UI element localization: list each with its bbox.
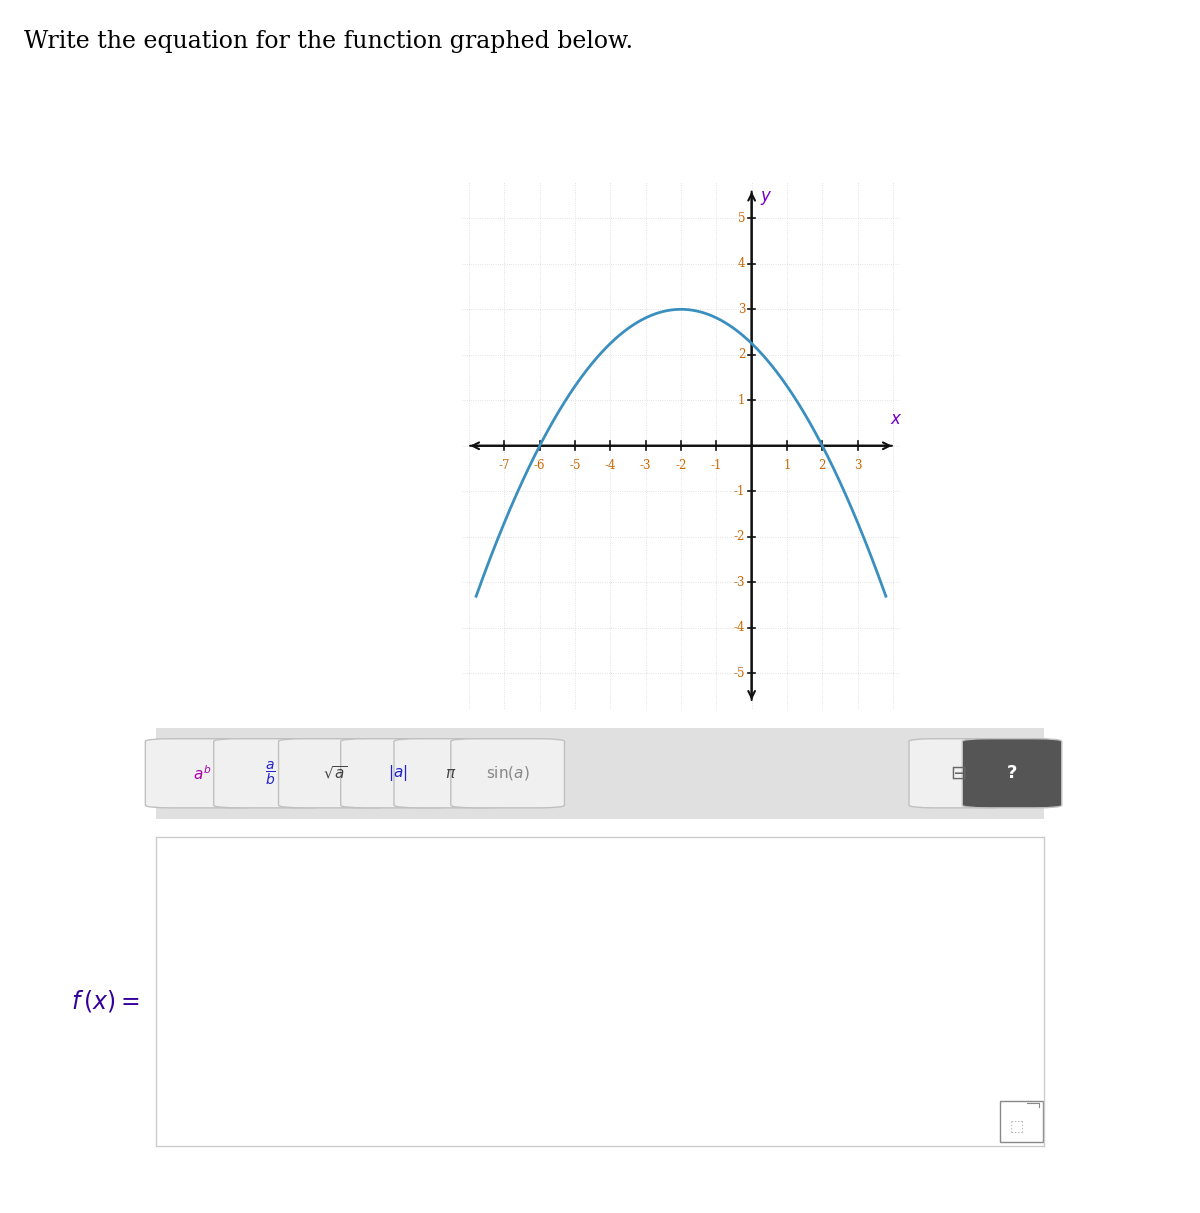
- Text: $y$: $y$: [761, 189, 773, 206]
- Text: $|a|$: $|a|$: [388, 763, 407, 784]
- Text: Write the equation for the function graphed below.: Write the equation for the function grap…: [24, 30, 634, 53]
- Text: $\sqrt{a}$: $\sqrt{a}$: [323, 765, 348, 781]
- Text: ⊟: ⊟: [950, 764, 967, 782]
- Text: 1: 1: [738, 394, 745, 406]
- Text: 5: 5: [738, 212, 745, 224]
- Text: ?: ?: [1007, 764, 1018, 782]
- Text: $x$: $x$: [890, 411, 902, 428]
- Text: -1: -1: [710, 459, 722, 472]
- Text: ⬚: ⬚: [1010, 1118, 1025, 1134]
- Text: 1: 1: [784, 459, 791, 472]
- FancyBboxPatch shape: [214, 739, 328, 808]
- Text: -7: -7: [499, 459, 510, 472]
- Text: -3: -3: [640, 459, 652, 472]
- FancyBboxPatch shape: [451, 739, 564, 808]
- Text: $f\,(x) =$: $f\,(x) =$: [71, 987, 140, 1014]
- Text: -5: -5: [569, 459, 581, 472]
- Text: -3: -3: [733, 576, 745, 588]
- Text: -4: -4: [605, 459, 616, 472]
- Text: -1: -1: [734, 485, 745, 497]
- FancyBboxPatch shape: [341, 739, 455, 808]
- Text: -2: -2: [734, 530, 745, 543]
- Text: -5: -5: [733, 667, 745, 679]
- FancyBboxPatch shape: [394, 739, 508, 808]
- Text: $a^{b}$: $a^{b}$: [193, 764, 211, 782]
- Text: 3: 3: [738, 303, 745, 315]
- FancyBboxPatch shape: [145, 739, 259, 808]
- Text: 2: 2: [818, 459, 826, 472]
- Text: -2: -2: [676, 459, 686, 472]
- Text: -6: -6: [534, 459, 546, 472]
- FancyBboxPatch shape: [962, 739, 1062, 808]
- Text: $\pi$: $\pi$: [445, 765, 456, 781]
- FancyBboxPatch shape: [910, 739, 1008, 808]
- Text: 2: 2: [738, 348, 745, 361]
- FancyBboxPatch shape: [278, 739, 392, 808]
- Text: $\dfrac{a}{b}$: $\dfrac{a}{b}$: [265, 759, 276, 787]
- Text: 4: 4: [738, 257, 745, 270]
- Text: 3: 3: [854, 459, 862, 472]
- Text: $\sin(a)$: $\sin(a)$: [486, 764, 529, 782]
- FancyBboxPatch shape: [1001, 1101, 1043, 1141]
- Text: -4: -4: [733, 621, 745, 634]
